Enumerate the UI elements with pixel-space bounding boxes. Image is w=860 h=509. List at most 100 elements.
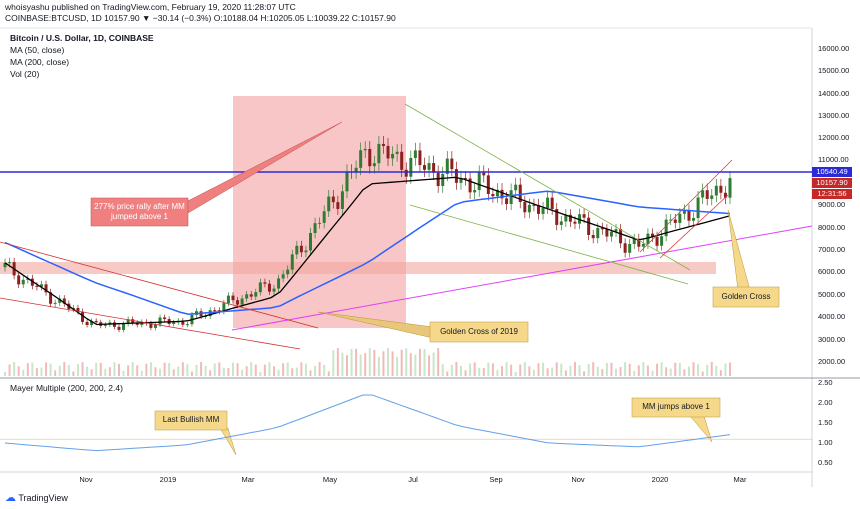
volume-bar <box>660 362 663 376</box>
volume-bar <box>501 366 504 376</box>
wedge-lower <box>409 204 689 285</box>
candle-body <box>81 311 85 322</box>
mm-tick: 1.00 <box>818 438 833 447</box>
price-tick: 16000.00 <box>818 44 850 53</box>
volume-bar <box>72 371 75 376</box>
candle-body <box>573 221 577 224</box>
time-tick: 2019 <box>159 475 177 484</box>
volume-bar <box>122 370 125 376</box>
candle-body <box>418 150 422 166</box>
candle-body <box>240 298 244 305</box>
price-tick: 14000.00 <box>818 89 850 98</box>
chart-title: Bitcoin / U.S. Dollar, 1D, COINBASE <box>10 33 154 43</box>
volume-bar <box>615 368 618 376</box>
gc2019-callout-box <box>429 321 529 343</box>
volume-bar <box>496 369 499 376</box>
candle-body <box>450 158 454 170</box>
time-tick: May <box>322 475 338 484</box>
volume-bar <box>729 362 731 376</box>
volume-bar <box>405 348 408 376</box>
volume-bar <box>455 362 458 376</box>
volume-bar <box>528 366 531 376</box>
volume-bar <box>31 362 34 376</box>
volume-bar <box>687 366 690 376</box>
candle-body <box>131 319 135 323</box>
volume-bar <box>409 353 412 376</box>
candle-body <box>609 231 613 237</box>
candle-body <box>149 323 153 328</box>
volume-bar <box>473 362 476 376</box>
volume-bar <box>423 349 426 376</box>
volume-bar <box>218 362 221 376</box>
volume-bar <box>359 354 362 376</box>
candle-body <box>272 288 276 292</box>
volume-bar <box>259 371 262 376</box>
volume-bar <box>487 362 490 376</box>
candle-body <box>213 310 217 312</box>
candle-body <box>600 228 604 230</box>
candle-body <box>17 275 21 285</box>
volume-bar <box>596 366 599 376</box>
volume-bar <box>441 364 444 376</box>
candle-body <box>85 321 89 326</box>
tradingview-logo[interactable]: ☁ TradingView <box>5 491 68 504</box>
volume-bar <box>510 364 513 376</box>
candle-body <box>432 163 436 173</box>
candle-body <box>514 184 518 191</box>
candle-body <box>381 143 385 146</box>
candle-body <box>217 310 221 312</box>
rally-callout-box <box>90 197 189 227</box>
candle-body <box>62 298 66 304</box>
candle-body <box>587 217 591 235</box>
candle-body <box>163 317 167 320</box>
mm-tick: 1.50 <box>818 418 833 427</box>
candle-body <box>614 229 618 232</box>
candle-body <box>322 211 326 223</box>
volume-bar <box>678 363 681 376</box>
candle-body <box>655 236 659 246</box>
time-tick: Nov <box>571 475 585 484</box>
candle-body <box>495 189 499 197</box>
volume-bar <box>674 362 677 376</box>
volume-bar <box>163 362 166 376</box>
mm-jumps-text: MM jumps above 1 <box>642 402 710 411</box>
volume-bar <box>701 371 704 376</box>
volume-bar <box>95 362 98 376</box>
volume-bar <box>332 350 335 376</box>
candle-body <box>660 236 664 246</box>
volume-bar <box>327 371 330 376</box>
volume-bar <box>669 368 672 376</box>
rally-callout-text: 277% price rally after MM jumped above 1 <box>94 202 185 221</box>
candle-body <box>436 172 440 187</box>
candle-body <box>646 233 650 244</box>
volume-bar <box>437 348 440 376</box>
volume-bar <box>213 363 216 376</box>
volume-bar <box>464 370 467 376</box>
volume-bar <box>651 370 654 376</box>
candle-body <box>295 245 299 255</box>
candle-body <box>400 151 404 170</box>
candle-body <box>596 228 600 239</box>
candle-body <box>8 262 12 264</box>
last-bullish-arrow <box>219 427 237 456</box>
candle-body <box>564 214 568 222</box>
price-tick: 13000.00 <box>818 111 850 120</box>
candle-body <box>21 279 25 285</box>
ma200-label: MA (200, close) <box>10 57 70 67</box>
volume-bar <box>569 365 572 376</box>
volume-bar <box>45 362 48 376</box>
volume-bar <box>345 355 348 376</box>
volume-bar <box>719 370 722 376</box>
candle-body <box>650 233 654 237</box>
channel-lower <box>659 194 729 259</box>
candle-body <box>158 317 162 325</box>
candle-body <box>372 163 376 167</box>
candle-body <box>354 167 358 172</box>
price-tick: 11000.00 <box>818 155 849 164</box>
volume-bar <box>418 348 421 376</box>
candle-body <box>441 173 445 187</box>
candle-body <box>409 157 413 177</box>
volume-bar <box>514 371 517 376</box>
candle-body <box>687 210 691 221</box>
